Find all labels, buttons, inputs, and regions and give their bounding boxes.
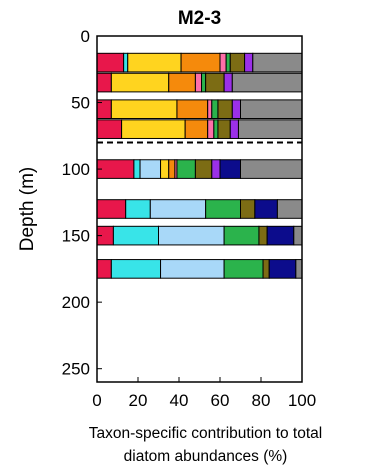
bar-segment [211, 159, 221, 179]
bar-segment [127, 52, 182, 73]
bar-segment [254, 199, 278, 219]
bar-segment [201, 72, 207, 93]
bar-segment [219, 159, 241, 179]
x-tick-label: 80 [252, 391, 271, 410]
bar-segment [231, 72, 303, 93]
y-tick-label: 250 [62, 360, 90, 379]
bar-depth-130 [96, 199, 303, 219]
bar-segment [96, 119, 123, 139]
bar-segment [213, 119, 219, 139]
bar-segment [258, 225, 268, 246]
x-axis-label-line-1: Taxon-specific contribution to total [89, 425, 322, 442]
bar-segment [176, 99, 209, 120]
bar-segment [217, 99, 233, 120]
y-tick-label: 200 [62, 293, 90, 312]
bar-segment [217, 119, 231, 139]
bar-segment [244, 52, 254, 73]
bar-segment [293, 225, 303, 246]
bar-segment [110, 72, 170, 93]
y-axis-label: Depth (m) [17, 167, 38, 251]
bar-segment [229, 52, 246, 73]
bar-segment [96, 52, 125, 73]
bar-depth-35 [96, 72, 303, 93]
bar-segment [133, 159, 141, 179]
x-tick-label: 100 [288, 391, 316, 410]
bar-segment [240, 99, 303, 120]
bar-segment [219, 52, 227, 73]
bar-segment [240, 159, 303, 179]
x-tick-label: 0 [92, 391, 101, 410]
bar-segment [168, 72, 196, 93]
bar-segment [112, 225, 159, 246]
bar-segment [168, 159, 176, 179]
x-axis-label-line-2: diatom abundances (%) [124, 448, 288, 465]
x-tick-label: 60 [211, 391, 230, 410]
bar-depth-150 [96, 225, 303, 246]
bar-segment [96, 199, 127, 219]
bar-segment [262, 259, 270, 279]
y-tick-label: 0 [81, 27, 90, 46]
y-axis-ticks: 0 50 100 150 200 250 [62, 27, 102, 379]
bar-segment [237, 119, 303, 139]
bar-segment [160, 259, 225, 279]
bar-depth-70 [96, 119, 303, 139]
bar-depth-20 [96, 52, 303, 73]
bar-segment [158, 225, 225, 246]
x-tick-label: 40 [170, 391, 189, 410]
y-tick-label: 50 [71, 94, 90, 113]
chart-title: M2-3 [178, 8, 221, 29]
bar-segment [295, 259, 303, 279]
bar-segment [207, 119, 215, 139]
y-tick-label: 150 [62, 227, 90, 246]
bar-segment [223, 225, 260, 246]
bar-segment [194, 159, 213, 179]
bar-segment [96, 159, 135, 179]
bar-segment [160, 159, 170, 179]
bar-segment [225, 52, 231, 73]
bar-segment [110, 259, 162, 279]
bar-segment [268, 259, 297, 279]
bar-segment [123, 52, 129, 73]
bar-segment [207, 99, 213, 120]
x-tick-label: 20 [129, 391, 148, 410]
x-axis-ticks: 0 20 40 60 80 100 [92, 377, 316, 410]
bar-segment [110, 99, 178, 120]
bar-segment [176, 159, 196, 179]
bar-segment [223, 259, 264, 279]
bar-depth-55 [96, 99, 303, 120]
bar-segment [180, 52, 221, 73]
bar-segment [205, 72, 225, 93]
bar-segment [205, 199, 241, 219]
y-tick-label: 100 [62, 160, 90, 179]
bars-group [96, 52, 303, 279]
bar-segment [139, 159, 162, 179]
bar-segment [231, 99, 242, 120]
bar-segment [229, 119, 239, 139]
bar-segment [149, 199, 207, 219]
bar-segment [211, 99, 219, 120]
bar-segment [96, 72, 112, 93]
bar-segment [194, 72, 203, 93]
bar-segment [125, 199, 151, 219]
bar-segment [184, 119, 209, 139]
bar-depth-100 [96, 159, 303, 179]
bar-segment [96, 259, 112, 279]
bar-segment [240, 199, 256, 219]
bar-segment [276, 199, 303, 219]
bar-segment [266, 225, 295, 246]
bar-segment [121, 119, 186, 139]
plot-frame [96, 35, 303, 383]
bar-segment [252, 52, 303, 73]
bar-segment [223, 72, 233, 93]
bar-depth-175 [96, 259, 303, 279]
